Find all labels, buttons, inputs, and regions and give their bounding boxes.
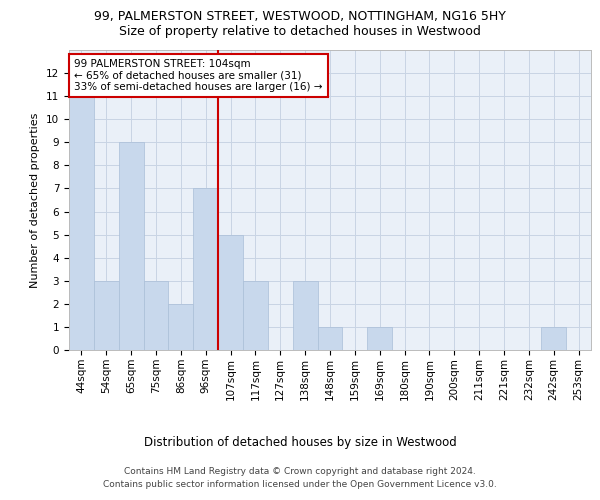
- Y-axis label: Number of detached properties: Number of detached properties: [31, 112, 40, 288]
- Bar: [218, 234, 243, 350]
- Text: Contains HM Land Registry data © Crown copyright and database right 2024.: Contains HM Land Registry data © Crown c…: [124, 467, 476, 476]
- Bar: [169, 304, 193, 350]
- Bar: [193, 188, 218, 350]
- Bar: [94, 281, 119, 350]
- Text: Distribution of detached houses by size in Westwood: Distribution of detached houses by size …: [143, 436, 457, 449]
- Text: Size of property relative to detached houses in Westwood: Size of property relative to detached ho…: [119, 25, 481, 38]
- Bar: [541, 327, 566, 350]
- Text: 99, PALMERSTON STREET, WESTWOOD, NOTTINGHAM, NG16 5HY: 99, PALMERSTON STREET, WESTWOOD, NOTTING…: [94, 10, 506, 23]
- Bar: [143, 281, 169, 350]
- Bar: [243, 281, 268, 350]
- Bar: [293, 281, 317, 350]
- Text: Contains public sector information licensed under the Open Government Licence v3: Contains public sector information licen…: [103, 480, 497, 489]
- Bar: [367, 327, 392, 350]
- Bar: [317, 327, 343, 350]
- Bar: [119, 142, 143, 350]
- Text: 99 PALMERSTON STREET: 104sqm
← 65% of detached houses are smaller (31)
33% of se: 99 PALMERSTON STREET: 104sqm ← 65% of de…: [74, 59, 323, 92]
- Bar: [69, 96, 94, 350]
